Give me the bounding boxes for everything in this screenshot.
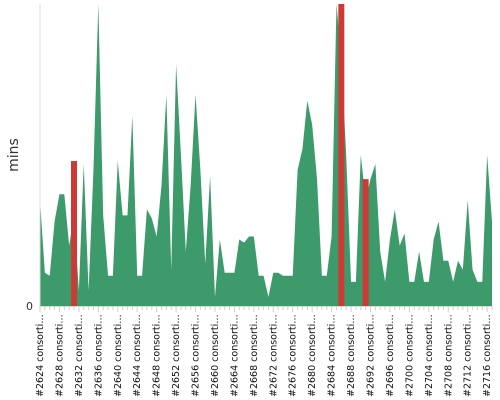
x-tick-label: #2628 consorti… [54,314,65,397]
x-tick-label: #2680 consorti… [307,314,318,397]
x-tick-label: #2660 consorti… [210,314,221,397]
x-tick-label: #2688 consorti… [346,314,357,397]
highlight-bar-2631[interactable] [71,161,78,306]
x-tick-label: #2640 consorti… [113,314,124,397]
x-tick-label: #2664 consorti… [229,314,240,397]
x-tick-label: #2652 consorti… [171,314,182,397]
x-axis: #2624 consorti… #2628 consorti… #2632 cons… [35,306,493,397]
x-tick-label: #2636 consorti… [93,314,104,397]
x-tick-label: #2704 consorti… [424,314,435,397]
x-tick-label: #2696 consorti… [385,314,396,397]
highlight-bar-2686[interactable] [338,4,345,306]
x-tick-label: #2648 consorti… [152,314,163,397]
y-tick-label: 0 [26,300,33,313]
x-tick-label: #2692 consorti… [365,314,376,397]
highlight-bar-2691[interactable] [362,179,369,306]
x-tick-label: #2668 consorti… [249,314,260,397]
plot-area [40,4,492,306]
x-tick-label: #2644 consorti… [132,314,143,397]
series-area [40,4,492,306]
x-tick-label: #2684 consorti… [327,314,338,397]
x-tick-label: #2712 consorti… [463,314,474,397]
x-tick-label: #2700 consorti… [404,314,415,397]
x-tick-label: #2624 consorti… [35,314,46,397]
x-tick-label: #2708 consorti… [443,314,454,397]
x-tick-label: #2656 consorti… [191,314,202,397]
x-tick-label: #2716 consorti… [482,314,493,397]
x-tick-label: #2632 consorti… [74,314,85,397]
x-tick-label: #2672 consorti… [268,314,279,397]
y-axis: 0 [26,300,33,313]
x-tick-label: #2676 consorti… [288,314,299,397]
y-axis-label: mins [6,138,22,172]
